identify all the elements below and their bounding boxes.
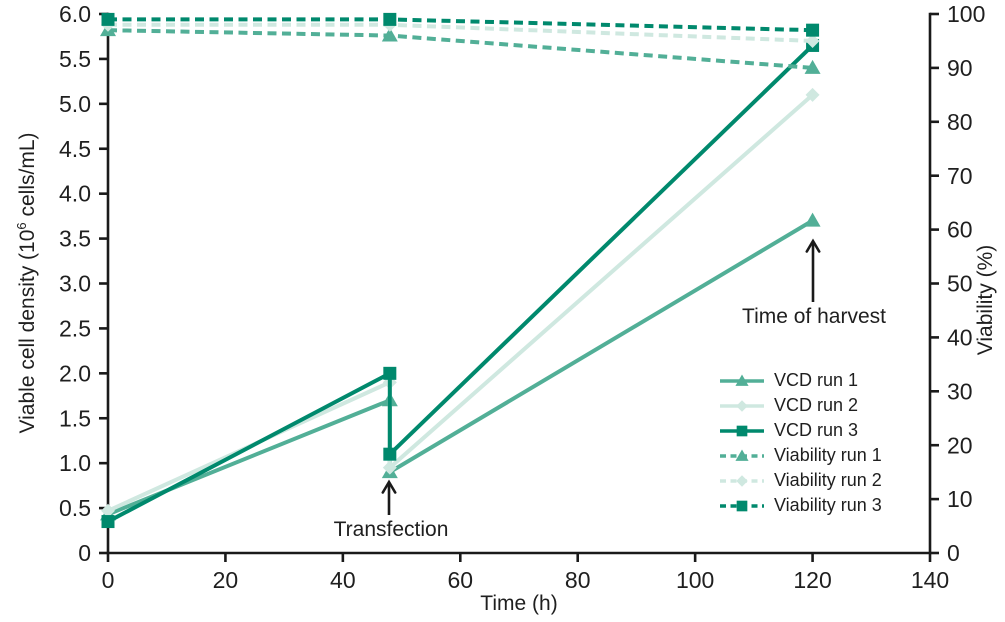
legend-item-vcd-run-1: VCD run 1 [719,370,882,390]
right-axis-tick-label: 10 [947,486,973,512]
legend-sample-viability-run-2 [720,474,764,487]
series-line-vcd-run-1 [107,218,814,517]
right-axis-tick-label: 20 [947,432,973,458]
x-axis-tick-label: 120 [793,567,831,593]
left-axis-tick-label: 0 [78,540,91,566]
legend-item-vcd-run-2: VCD run 2 [719,395,882,415]
left-axis-tick-label: 3.0 [59,271,91,297]
left-axis-tick-label: 4.0 [59,181,91,207]
legend-item-viability-run-2: Viability run 2 [719,470,882,490]
viability-run-2-diamond-marker [805,33,820,48]
right-axis-tick-label: 80 [947,109,973,135]
legend-item-vcd-run-3: VCD run 3 [719,420,882,440]
right-axis-tick-label: 70 [947,163,973,189]
legend-label-vcd-run-1: VCD run 1 [774,370,859,390]
legend-vcd-run-1-triangle-marker [735,373,749,386]
left-axis-tick-label: 0.5 [59,495,91,521]
x-axis-tick-label: 100 [676,567,714,593]
legend-label-vcd-run-3: VCD run 3 [774,420,859,440]
time-of-harvest-arrow-head-icon [805,238,821,253]
viability-run-1-triangle-marker [381,27,398,42]
legend-label-vcd-run-2: VCD run 2 [774,395,859,415]
left-axis-tick-label: 1.0 [59,450,91,476]
left-axis-title-suffix: cells/mL) [16,132,39,223]
annotation-transfection: Transfection [333,518,449,541]
right-axis-tick-label: 60 [947,217,973,243]
vcd-run-2-diamond-marker [101,503,115,518]
left-axis-tick-label: 4.5 [59,136,91,162]
x-axis-tick-label: 60 [447,567,473,593]
right-axis-tick-label: 100 [947,1,985,27]
viability-run-3-square-marker [383,12,397,26]
x-axis-tick-label: 0 [102,567,115,593]
vcd-run-3-square-marker [101,515,115,529]
legend-label-viability-run-2: Viability run 2 [774,470,882,490]
right-axis-tick-label: 30 [947,378,973,404]
series-line-vcd-run-3 [107,44,814,524]
x-axis-tick-label: 40 [330,567,356,593]
annotation-time-of-harvest: Time of harvest [742,305,886,328]
legend-viability-run-2-diamond-marker [736,474,748,487]
legend-label-viability-run-1: Viability run 1 [774,445,882,465]
left-axis-tick-label: 5.0 [59,91,91,117]
left-axis-tick-label: 6.0 [59,1,91,27]
right-axis-tick-label: 50 [947,271,973,297]
left-axis-title-text: Viable cell density (10 [16,229,39,434]
legend-vcd-run-2-diamond-marker [736,399,748,412]
left-axis-tick-label: 3.5 [59,226,91,252]
legend-vcd-run-3-square-marker [736,425,748,436]
legend-item-viability-run-3: Viability run 3 [719,495,882,515]
vcd-run-2-diamond-marker [382,460,397,475]
left-axis-tick-label: 2.5 [59,315,91,341]
legend-label-viability-run-3: Viability run 3 [774,495,882,515]
legend-viability-run-1-triangle-marker [735,448,749,461]
x-axis-tick-label: 20 [213,567,239,593]
viability-run-1-triangle-marker [804,59,821,74]
right-axis-tick-label: 90 [947,55,973,81]
left-axis-title: Viable cell density (106 cells/mL) [14,133,40,434]
legend: VCD run 1 VCD run 2 VCD run 3 Viability run… [719,370,882,515]
viability-run-3-square-marker [806,23,820,37]
right-axis-title: Viability (%) [974,244,997,356]
legend-sample-viability-run-3 [720,500,764,511]
legend-item-viability-run-1: Viability run 1 [719,445,882,465]
legend-sample-viability-run-1 [720,448,764,461]
legend-sample-vcd-run-1 [720,373,764,386]
vcd-run-1-triangle-marker [804,212,821,227]
vcd-run-2-diamond-marker [805,87,820,102]
vcd-run-3-square-marker [383,447,397,461]
series-line-vcd-run-2 [107,93,814,513]
vcd-run-3-square-marker [383,366,397,380]
x-axis-tick-label: 80 [565,567,591,593]
left-axis-tick-label: 5.5 [59,46,91,72]
legend-viability-run-3-square-marker [736,500,748,511]
x-axis-title: Time (h) [480,592,558,615]
left-axis-tick-label: 1.5 [59,405,91,431]
left-axis-tick-label: 2.0 [59,360,91,386]
left-axis-title-superscript: 6 [14,222,29,230]
right-axis-tick-label: 0 [947,540,960,566]
x-axis-tick-label: 140 [911,567,949,593]
legend-sample-vcd-run-3 [720,425,764,436]
right-axis-tick-label: 40 [947,324,973,350]
legend-sample-vcd-run-2 [720,399,764,412]
viability-run-3-square-marker [101,12,115,26]
transfection-arrow-head-icon [381,479,397,494]
